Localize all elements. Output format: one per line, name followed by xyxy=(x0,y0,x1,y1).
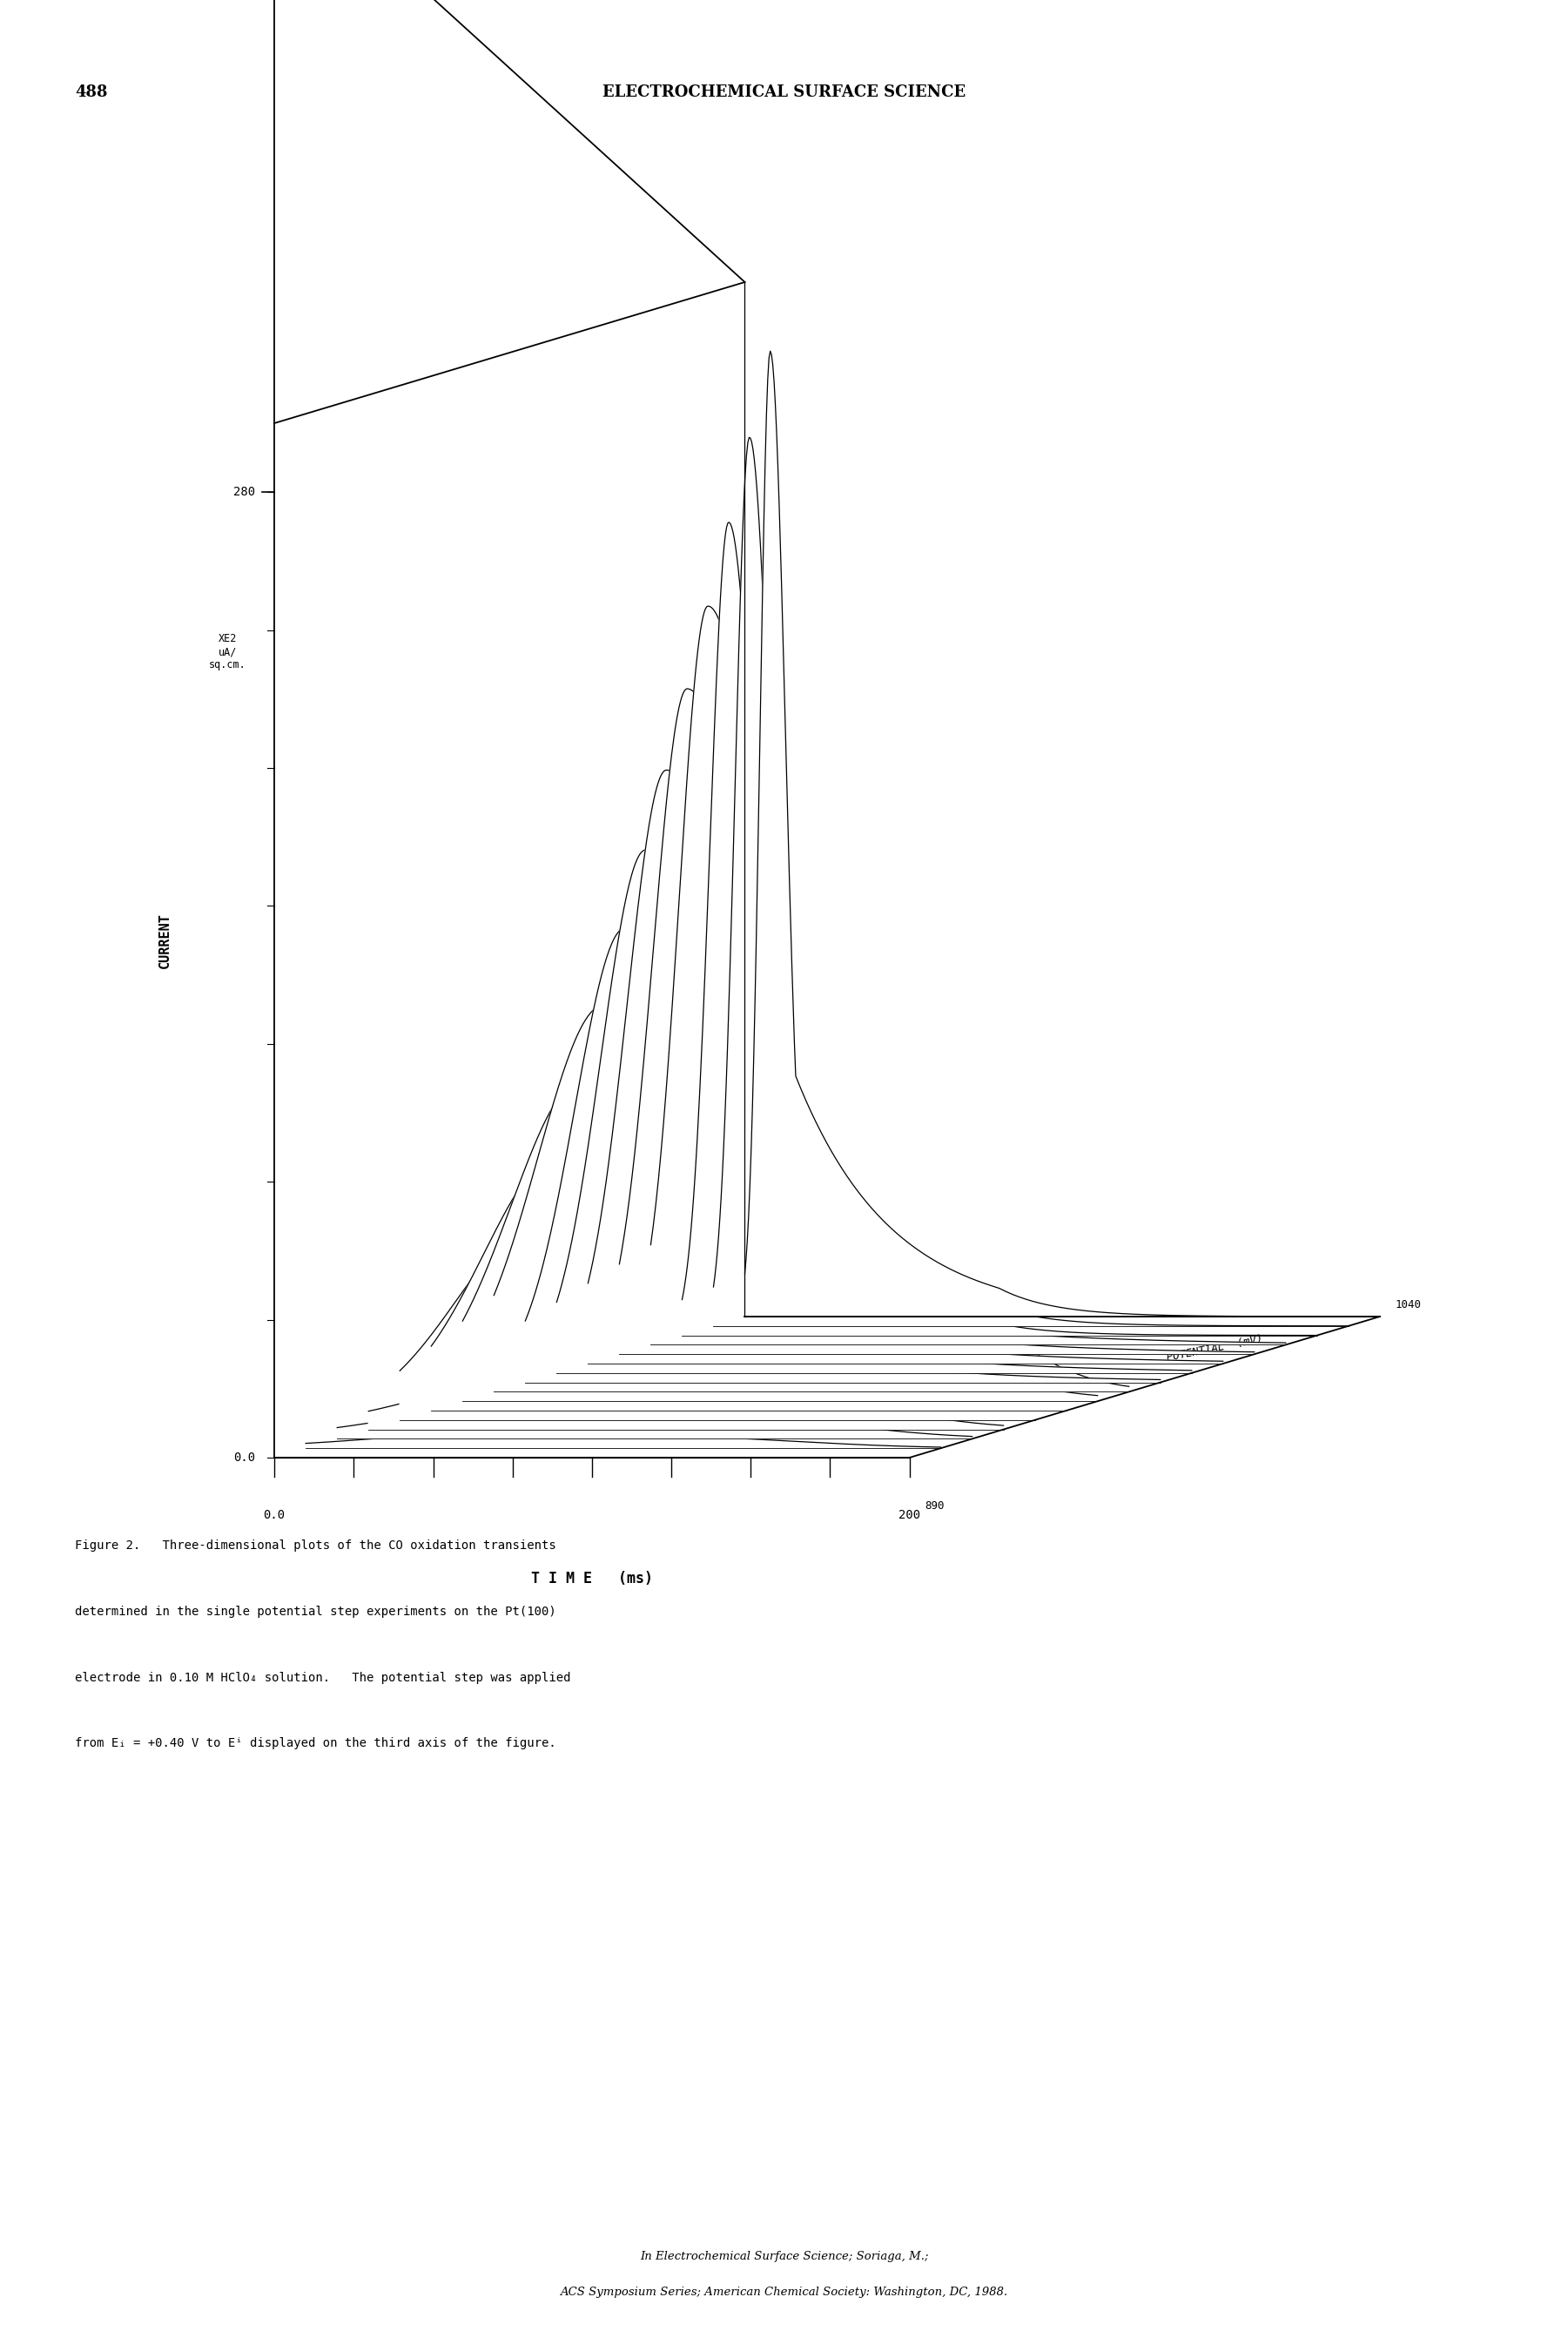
Text: 488: 488 xyxy=(75,85,108,101)
Polygon shape xyxy=(400,1223,1035,1420)
Text: CURRENT: CURRENT xyxy=(158,912,171,969)
Text: XE2
uA/
sq.cm.: XE2 uA/ sq.cm. xyxy=(209,632,246,670)
Text: T I M E   (ms): T I M E (ms) xyxy=(532,1570,652,1587)
Text: In Electrochemical Surface Science; Soriaga, M.;: In Electrochemical Surface Science; Sori… xyxy=(640,2252,928,2262)
Polygon shape xyxy=(337,1401,972,1439)
Polygon shape xyxy=(619,689,1254,1354)
Text: 1040: 1040 xyxy=(1396,1300,1422,1310)
Polygon shape xyxy=(463,1079,1098,1401)
Text: electrode in 0.10 M HClO₄ solution.   The potential step was applied: electrode in 0.10 M HClO₄ solution. The … xyxy=(75,1672,571,1683)
Polygon shape xyxy=(368,1368,1004,1429)
Text: ELECTROCHEMICAL SURFACE SCIENCE: ELECTROCHEMICAL SURFACE SCIENCE xyxy=(602,85,966,101)
Polygon shape xyxy=(588,771,1223,1364)
Polygon shape xyxy=(525,929,1160,1382)
Polygon shape xyxy=(557,851,1192,1373)
Text: Figure 2.   Three-dimensional plots of the CO oxidation transients: Figure 2. Three-dimensional plots of the… xyxy=(75,1540,557,1552)
Text: 0.0: 0.0 xyxy=(263,1509,285,1521)
Text: 890: 890 xyxy=(925,1500,944,1512)
Text: POTENTIAL  (mV): POTENTIAL (mV) xyxy=(1167,1333,1264,1364)
Polygon shape xyxy=(306,1432,941,1448)
Text: determined in the single potential step experiments on the Pt(100): determined in the single potential step … xyxy=(75,1606,557,1617)
Text: 0.0: 0.0 xyxy=(234,1451,256,1465)
Text: from Eᵢ = +0.40 V to Eⁱ displayed on the third axis of the figure.: from Eᵢ = +0.40 V to Eⁱ displayed on the… xyxy=(75,1737,557,1749)
Polygon shape xyxy=(494,1004,1129,1392)
Text: 200: 200 xyxy=(898,1509,920,1521)
Polygon shape xyxy=(651,607,1286,1345)
Polygon shape xyxy=(713,437,1348,1326)
Text: ACS Symposium Series; American Chemical Society: Washington, DC, 1988.: ACS Symposium Series; American Chemical … xyxy=(560,2288,1008,2297)
Polygon shape xyxy=(745,350,1380,1317)
Text: 280: 280 xyxy=(234,487,256,498)
Polygon shape xyxy=(682,522,1317,1335)
Polygon shape xyxy=(431,1152,1066,1411)
